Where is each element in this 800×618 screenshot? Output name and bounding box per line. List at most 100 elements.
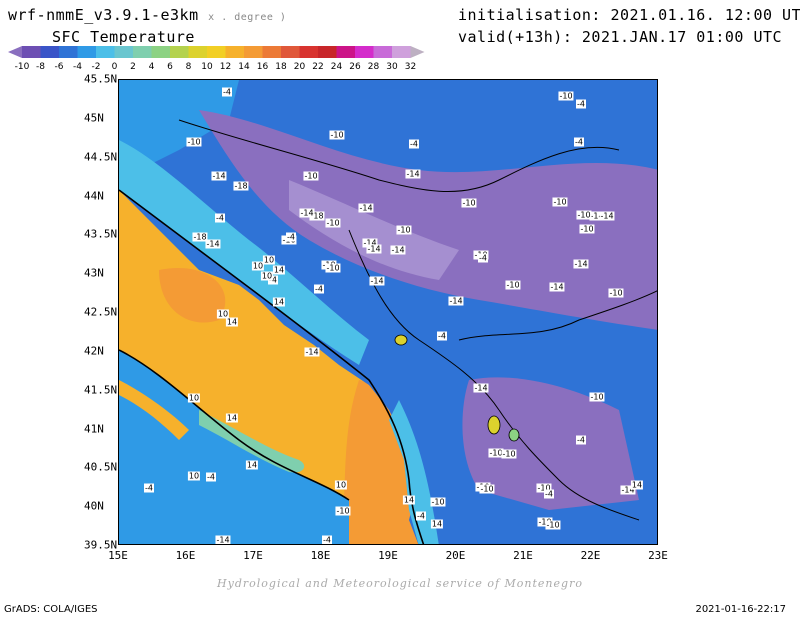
contour-value-label: -14 — [215, 535, 231, 545]
colorbar-swatch — [262, 46, 281, 58]
contour-value-label: -10 — [552, 197, 568, 207]
contour-value-label: -14 — [549, 282, 565, 292]
colorbar-swatch — [170, 46, 189, 58]
contour-value-label: -10 — [186, 137, 202, 147]
contour-value-label: 14 — [272, 297, 286, 307]
contour-value-label: 10 — [251, 261, 265, 271]
lat-tick-label: 42N — [84, 344, 104, 358]
colorbar-swatch — [133, 46, 152, 58]
contour-value-label: -14 — [620, 485, 636, 495]
contour-value-label: -4 — [206, 472, 216, 482]
colorbar-label: 24 — [331, 62, 343, 72]
contour-value-label: -10 — [430, 497, 446, 507]
lake — [508, 428, 520, 442]
contour-value-label: -14 — [211, 171, 227, 181]
coldest-core — [289, 180, 459, 280]
contour-value-label: -14 — [299, 208, 315, 218]
lat-tick-label: 41.5N — [84, 383, 118, 397]
contour-value-label: -10 — [461, 198, 477, 208]
contour-value-label: -10 — [303, 171, 319, 181]
contour-value-label: 10 — [334, 480, 348, 490]
colorbar-swatch — [336, 46, 355, 58]
contour-value-label: -14 — [599, 211, 615, 221]
contour-value-label: -14 — [448, 296, 464, 306]
lake — [487, 415, 501, 435]
lon-tick-label: 17E — [243, 549, 263, 562]
contour-value-label: -10 — [576, 210, 592, 220]
contour-value-label: -10 — [335, 506, 351, 516]
coastline — [119, 189, 425, 544]
contour-value-label: 10 — [260, 271, 274, 281]
sea-warm-patch — [159, 268, 226, 323]
software-label: GrADS: COLA/IGES — [4, 604, 98, 615]
colorbar-label: -4 — [73, 62, 82, 72]
map-fill — [119, 80, 657, 544]
lat-tick-label: 41N — [84, 422, 104, 435]
contour-value-label: -14 — [589, 211, 605, 221]
contour-value-label: -4 — [222, 87, 232, 97]
contour-value-label: -4 — [144, 483, 154, 493]
lat-tick-label: 42.5N — [84, 305, 118, 319]
valid-time: valid(+13h): 2021.JAN.17 01:00 UTC — [458, 28, 783, 46]
contour-value-label: -4 — [409, 139, 419, 149]
lat-tick-label: 40N — [84, 499, 104, 513]
contour-value-label: 14 — [402, 495, 416, 505]
colorbar-label: -6 — [55, 62, 64, 72]
coastal-mild-band — [119, 140, 369, 365]
contour-value-label: -10 — [545, 520, 561, 530]
contour-value-label: -4 — [286, 232, 296, 242]
colorbar-label: 20 — [294, 62, 306, 72]
contour-value-label: -4 — [314, 284, 324, 294]
contour-value-label: -10 — [537, 517, 553, 527]
colorbar-swatch — [40, 46, 59, 58]
colorbar-swatch — [59, 46, 78, 58]
italy-coast-warm — [119, 380, 189, 440]
coastal-mild-band — [389, 400, 439, 544]
contour-value-label: -4 — [574, 137, 584, 147]
contour-value-label: -14 — [390, 245, 406, 255]
contour-value-label: -10 — [329, 130, 345, 140]
colorbar-swatch — [299, 46, 318, 58]
units-label: x . degree ) — [208, 12, 287, 23]
contour-value-label: 14 — [245, 460, 259, 470]
contour-value-label: -10 — [501, 449, 517, 459]
field-title: SFC Temperature — [52, 28, 195, 46]
interior-cold-fill — [199, 110, 657, 330]
colorbar-label: 12 — [220, 62, 231, 72]
colorbar-label: 2 — [130, 62, 136, 72]
colorbar-label: 6 — [167, 62, 173, 72]
lat-tick-label: 43N — [84, 266, 104, 280]
colorbar-label: 32 — [405, 62, 416, 72]
contour-value-label: 14 — [430, 519, 444, 529]
colorbar-swatch — [207, 46, 226, 58]
colorbar-swatch — [77, 46, 96, 58]
colorbar-label: -2 — [92, 62, 101, 72]
contour-value-label: -4 — [215, 213, 225, 223]
lat-tick-label: 40.5N — [84, 460, 118, 474]
lon-tick-label: 20E — [445, 549, 466, 562]
contour-value-label: -10 — [325, 263, 341, 273]
colorbar-swatch — [151, 46, 170, 58]
colorbar-swatch — [188, 46, 207, 58]
contour-value-label: -10 — [325, 218, 341, 228]
colorbar-label: -8 — [36, 62, 45, 72]
contour-value-label: -18 — [233, 181, 249, 191]
lon-tick-label: 19E — [378, 549, 398, 562]
contour-value-label: -14 — [573, 259, 589, 269]
contour-value-label: -18 — [309, 211, 325, 221]
model-name: wrf-nmmE_v3.9.1-e3km — [8, 6, 199, 24]
lat-tick-label: 45N — [84, 111, 104, 125]
contour-value-label: 14 — [630, 480, 644, 490]
colorbar-swatch — [392, 46, 411, 58]
lat-tick-label: 45.5N — [84, 72, 118, 86]
contour-value-label: -14 — [304, 347, 320, 357]
lon-tick-label: 16E — [175, 549, 196, 562]
colorbar-label: 18 — [275, 62, 287, 72]
lat-tick-label: 43.5N — [84, 227, 118, 241]
lat-tick-label: 44N — [84, 189, 104, 202]
land-cool-band — [119, 80, 239, 180]
italy-land — [119, 350, 349, 544]
colorbar-swatch — [114, 46, 133, 58]
colorbar-swatch — [22, 46, 41, 58]
contour-value-label: -14 — [205, 239, 221, 249]
